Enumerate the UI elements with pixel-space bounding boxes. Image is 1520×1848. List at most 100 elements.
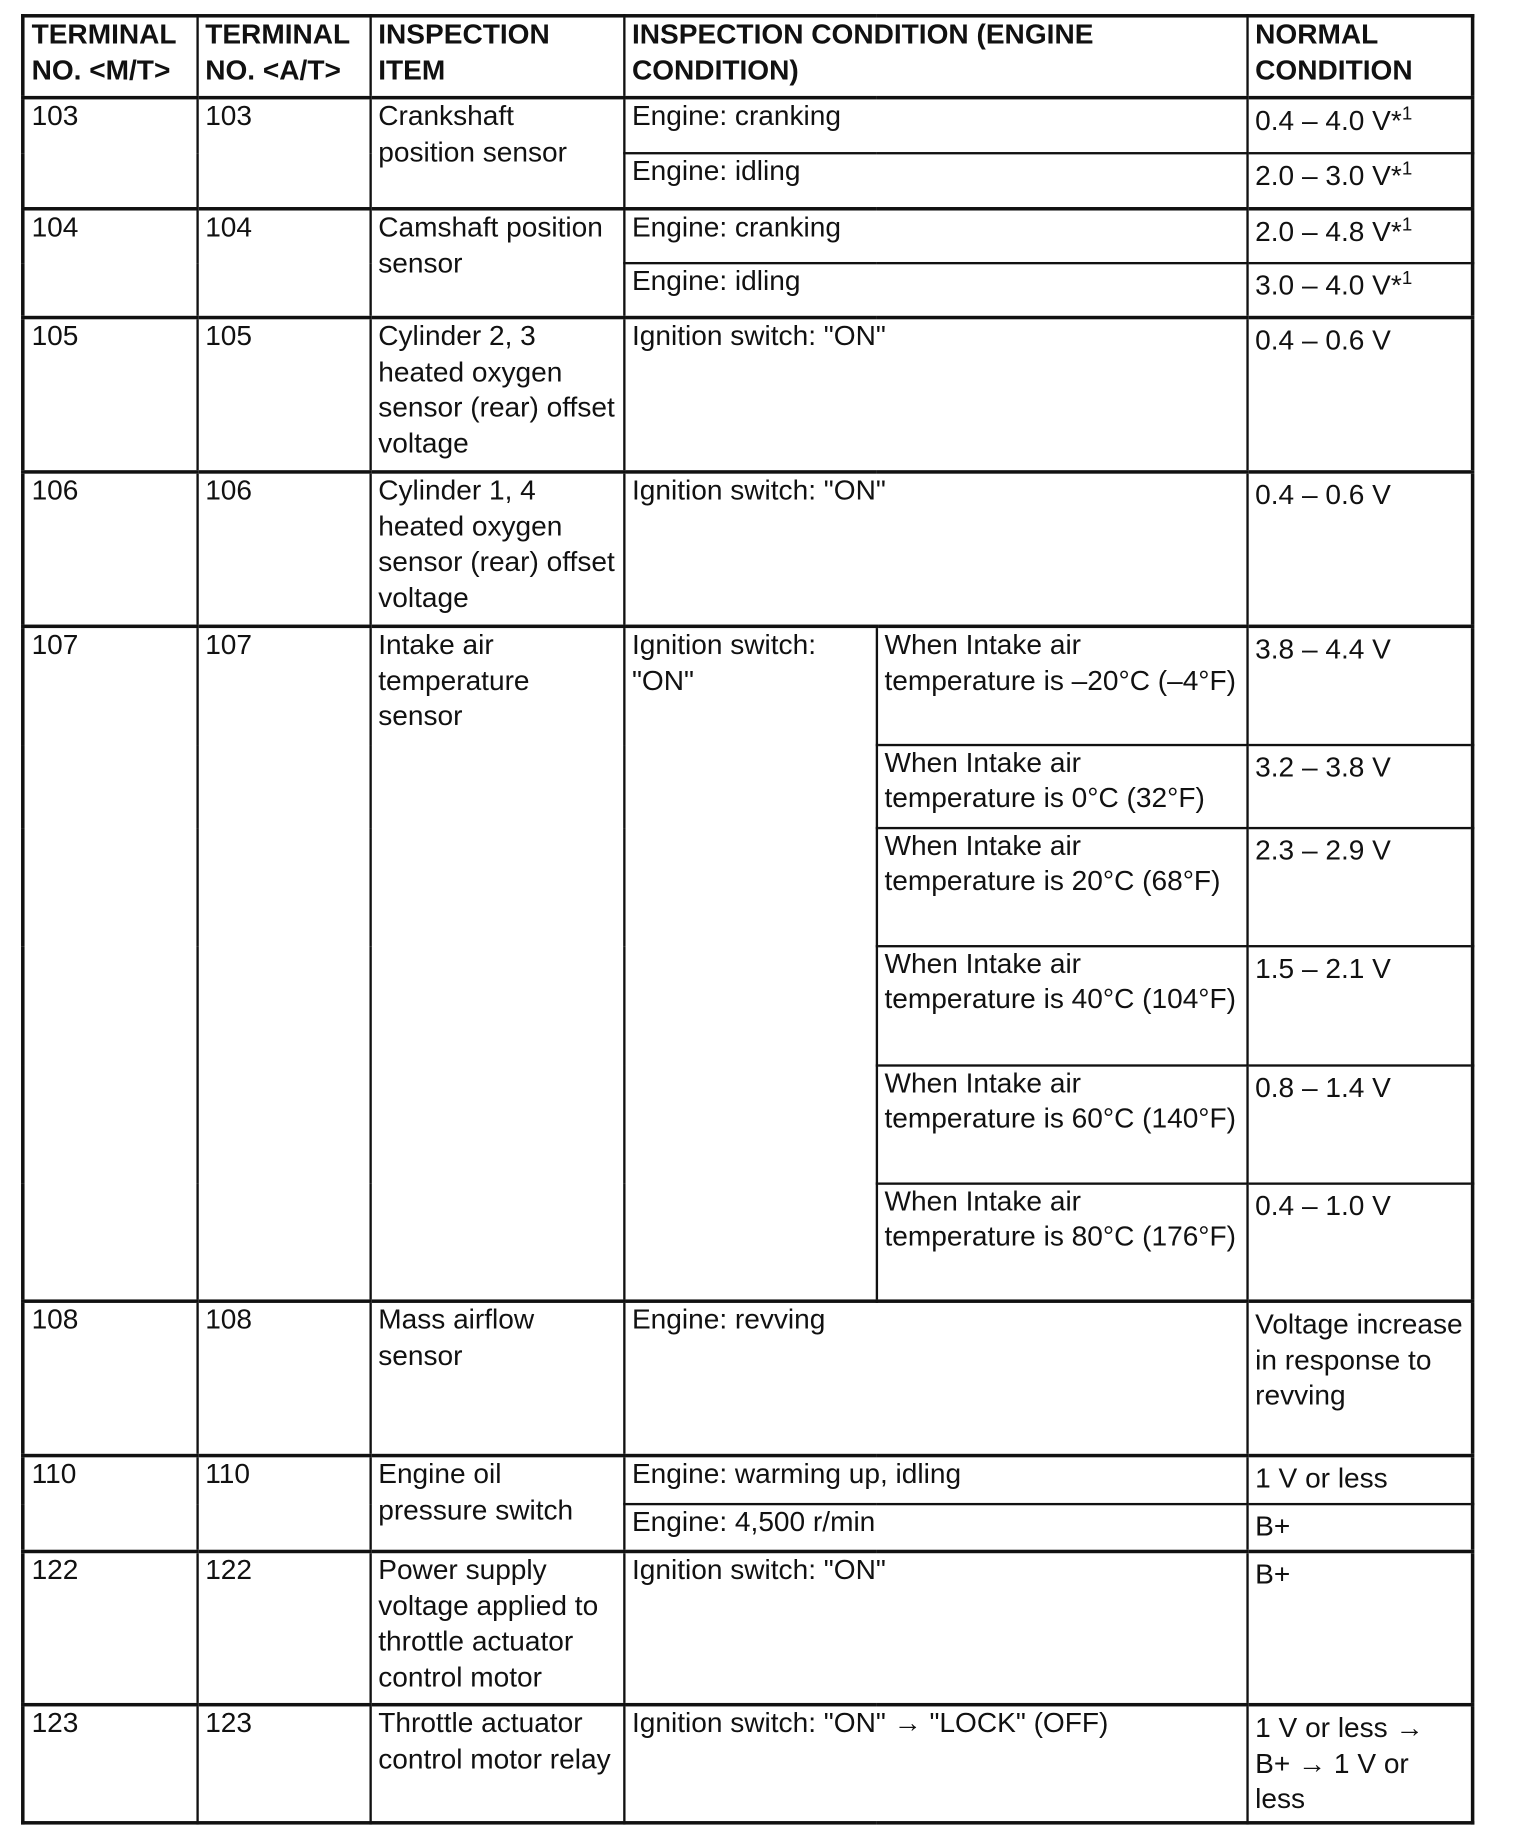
normal-condition-value: 3.2 – 3.8 V (1255, 751, 1391, 784)
inspection-condition-cell: Ignition switch: "ON" (622, 470, 1249, 628)
normal-condition-value: B+ (1255, 1510, 1291, 1543)
terminal-at-cell: 103 (195, 95, 372, 210)
normal-condition-value: 0.4 – 0.6 V (1255, 479, 1391, 512)
normal-condition-value: 0.4 – 4.0 V* (1255, 105, 1402, 137)
table-row: 110 110 Engine oil pressure switch Engine: … (21, 1453, 1474, 1553)
terminal-at-cell: 107 (195, 624, 372, 1303)
terminal-at-cell: 106 (195, 470, 372, 628)
table-row: Engine: idling 3.0 – 4.0 V*1 (23, 261, 1474, 319)
terminal-at-cell: 122 (195, 1549, 372, 1706)
terminal-at-cell: 104 (195, 207, 372, 319)
normal-condition-value: 0.8 – 1.4 V (1255, 1071, 1391, 1104)
table-row: 103 103 Crankshaft position sensor Engine: … (21, 95, 1474, 210)
header-row: TERMINAL NO. <M/T> TERMINAL NO. <A/T> IN… (21, 14, 1474, 99)
normal-condition-value: 3.8 – 4.4 V (1255, 633, 1391, 666)
inspection-item-cell: Intake air temperature sensor (368, 624, 625, 1303)
terminal-mt-cell: 105 (21, 315, 199, 474)
normal-condition-value: 3.0 – 4.0 V* (1255, 269, 1402, 302)
normal-condition-value: 0.4 – 0.6 V (1255, 325, 1391, 357)
normal-condition-cell: 1 V or less → B+ → 1 V or less (1245, 1702, 1474, 1824)
terminal-mt-cell: 106 (21, 470, 199, 628)
normal-condition-cell: 2.0 – 4.8 V*1 (1245, 207, 1474, 264)
inspection-condition-cell: Engine: idling (622, 261, 1249, 319)
inspection-item-cell: Crankshaft position sensor (368, 95, 625, 210)
footnote-marker: 1 (1401, 215, 1413, 236)
header-terminal-at: TERMINAL NO. <A/T> (195, 14, 372, 99)
terminal-mt-cell: 110 (21, 1453, 199, 1553)
normal-condition-cell: 1 V or less (1245, 1453, 1474, 1505)
table-row: 123 123 Throttle actuator control motor re… (21, 1702, 1474, 1824)
table-row: 105 105 Cylinder 2, 3 heated oxygen sensor… (21, 315, 1474, 474)
normal-condition-value: 1 V or less → B+ → 1 V or less (1255, 1712, 1424, 1816)
inspection-item-cell: Mass airflow sensor (368, 1299, 625, 1457)
table-row: When Intake air temperature is 60°C (140… (23, 1063, 1474, 1185)
table-row: 107 107 Intake air temperature sensor Ignit… (21, 624, 1474, 1303)
inspection-condition-cell: Engine: cranking (622, 207, 1249, 264)
table-row: When Intake air temperature is 20°C (68°… (23, 826, 1474, 947)
normal-condition-cell: 0.8 – 1.4 V (1245, 1063, 1474, 1185)
normal-condition-cell: B+ (1245, 1549, 1474, 1706)
footnote-marker: 1 (1401, 158, 1413, 179)
normal-condition-cell: B+ (1245, 1502, 1474, 1553)
inspection-item-cell: Throttle actuator control motor relay (368, 1702, 625, 1824)
inspection-item-cell: Camshaft position sensor (368, 207, 625, 319)
inspection-condition-cell: Ignition switch: "ON" → "LOCK" (OFF) (622, 1702, 1249, 1824)
normal-condition-value: Voltage increase in response to revving (1255, 1308, 1463, 1412)
sub-condition-cell: When Intake air temperature is 0°C (32°F… (875, 743, 1249, 829)
inspection-condition-cell: Ignition switch: "ON" (622, 624, 878, 1303)
terminal-mt-cell: 107 (21, 624, 199, 1303)
table-row: 122 122 Power supply voltage applied to th… (21, 1549, 1474, 1706)
normal-condition-value: 1.5 – 2.1 V (1255, 952, 1391, 985)
inspection-condition-cell: Ignition switch: "ON" (622, 1549, 1249, 1706)
header-inspection-item: INSPECTION ITEM (368, 14, 625, 99)
terminal-at-cell: 110 (195, 1453, 372, 1553)
normal-condition-cell: 3.0 – 4.0 V*1 (1245, 261, 1474, 319)
inspection-item-cell: Engine oil pressure switch (368, 1453, 625, 1553)
terminal-mt-cell: 103 (21, 95, 199, 210)
sub-condition-cell: When Intake air temperature is 80°C (176… (875, 1181, 1249, 1303)
inspection-item-cell: Cylinder 1, 4 heated oxygen sensor (rear… (368, 470, 625, 628)
terminal-mt-cell: 123 (21, 1702, 199, 1824)
normal-condition-cell: 1.5 – 2.1 V (1245, 944, 1474, 1067)
sub-condition-cell: When Intake air temperature is 60°C (140… (875, 1063, 1249, 1185)
normal-condition-cell: 0.4 – 0.6 V (1245, 315, 1474, 474)
table-row: 104 104 Camshaft position sensor Engine: cr… (21, 207, 1474, 319)
terminal-inspection-table: TERMINAL NO. <M/T> TERMINAL NO. <A/T> IN… (21, 14, 1475, 1825)
inspection-item-cell: Power supply voltage applied to throttle… (368, 1549, 625, 1706)
terminal-at-cell: 105 (195, 315, 372, 474)
inspection-condition-cell: Engine: idling (622, 151, 1249, 210)
normal-condition-value: 0.4 – 1.0 V (1255, 1190, 1391, 1222)
table-row: When Intake air temperature is 80°C (176… (23, 1181, 1474, 1303)
normal-condition-cell: 0.4 – 1.0 V (1245, 1181, 1474, 1303)
inspection-item-cell: Cylinder 2, 3 heated oxygen sensor (rear… (368, 315, 625, 474)
sub-condition-cell: When Intake air temperature is 40°C (104… (875, 944, 1249, 1067)
normal-condition-value: B+ (1255, 1559, 1291, 1591)
inspection-condition-cell: Engine: 4,500 r/min (622, 1502, 1249, 1553)
inspection-condition-cell: Ignition switch: "ON" (622, 315, 1249, 474)
header-normal-condition: NORMAL CONDITION (1245, 14, 1474, 99)
normal-condition-cell: 3.2 – 3.8 V (1245, 743, 1474, 829)
footnote-marker: 1 (1401, 104, 1413, 124)
inspection-condition-cell: Engine: cranking (622, 95, 1249, 154)
table-row: When Intake air temperature is 40°C (104… (23, 944, 1474, 1067)
normal-condition-cell: 2.3 – 2.9 V (1245, 826, 1474, 947)
normal-condition-value: 1 V or less (1255, 1463, 1388, 1495)
inspection-condition-cell: Engine: revving (622, 1299, 1249, 1457)
table-row: When Intake air temperature is 0°C (32°F… (23, 743, 1474, 829)
header-inspection-condition: INSPECTION CONDITION (ENGINE CONDITION) (622, 14, 1249, 99)
table-row: Engine: idling 2.0 – 3.0 V*1 (23, 151, 1474, 210)
table-row: 106 106 Cylinder 1, 4 heated oxygen sensor… (21, 470, 1474, 628)
normal-condition-value: 2.3 – 2.9 V (1255, 834, 1391, 867)
footnote-marker: 1 (1401, 268, 1413, 289)
sub-condition-cell: When Intake air temperature is –20°C (–4… (875, 624, 1249, 746)
header-terminal-mt: TERMINAL NO. <M/T> (21, 14, 199, 99)
normal-condition-cell: 2.0 – 3.0 V*1 (1245, 151, 1474, 210)
normal-condition-value: 2.0 – 3.0 V* (1255, 159, 1402, 192)
terminal-mt-cell: 104 (21, 207, 199, 319)
terminal-mt-cell: 122 (21, 1549, 199, 1706)
table-row: 108 108 Mass airflow sensor Engine: revving… (21, 1299, 1474, 1457)
normal-condition-cell: 3.8 – 4.4 V (1245, 624, 1474, 746)
table-row: Engine: 4,500 r/min B+ (23, 1502, 1474, 1553)
normal-condition-value: 2.0 – 4.8 V* (1255, 216, 1402, 248)
